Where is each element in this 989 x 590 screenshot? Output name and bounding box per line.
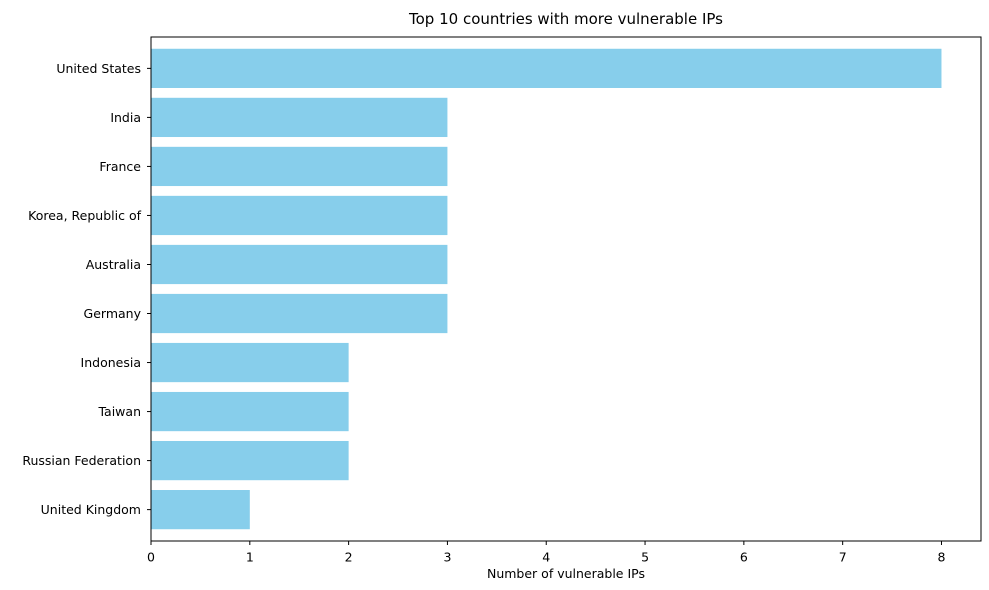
- x-tick-label: 1: [246, 550, 254, 565]
- y-tick-label: France: [99, 159, 141, 174]
- chart-title: Top 10 countries with more vulnerable IP…: [408, 10, 723, 28]
- x-tick-label: 8: [937, 550, 945, 565]
- y-tick-label: Russian Federation: [22, 453, 141, 468]
- bar-indonesia: [151, 342, 349, 383]
- bar-france: [151, 146, 448, 187]
- bars: [151, 48, 942, 530]
- bar-australia: [151, 244, 448, 285]
- y-tick-label: Indonesia: [81, 355, 141, 370]
- x-tick-label: 2: [345, 550, 353, 565]
- x-tick-label: 3: [443, 550, 451, 565]
- y-tick-label: Korea, Republic of: [28, 208, 141, 223]
- bar-germany: [151, 293, 448, 334]
- bar-india: [151, 97, 448, 138]
- bar-korea-republic-of: [151, 195, 448, 236]
- bar-taiwan: [151, 391, 349, 432]
- y-tick-label: Australia: [86, 257, 141, 272]
- plot-frame: [150, 36, 982, 542]
- x-tick-label: 4: [542, 550, 550, 565]
- y-axis-ticks: United States India France Korea, Republic …: [22, 61, 151, 517]
- bar-russian-federation: [151, 440, 349, 481]
- y-tick-label: United States: [56, 61, 141, 76]
- y-tick-label: United Kingdom: [41, 502, 141, 517]
- bar-united-states: [151, 48, 942, 88]
- y-tick-label: India: [110, 110, 141, 125]
- y-tick-label: Germany: [84, 306, 142, 321]
- x-tick-label: 5: [641, 550, 649, 565]
- x-axis-ticks: 0 1 2 3 4 5 6 7 8: [147, 541, 945, 565]
- bar-united-kingdom: [151, 490, 250, 530]
- x-axis-label: Number of vulnerable IPs: [487, 566, 645, 581]
- y-tick-label: Taiwan: [97, 404, 141, 419]
- x-tick-label: 6: [740, 550, 748, 565]
- x-tick-label: 0: [147, 550, 155, 565]
- x-tick-label: 7: [839, 550, 847, 565]
